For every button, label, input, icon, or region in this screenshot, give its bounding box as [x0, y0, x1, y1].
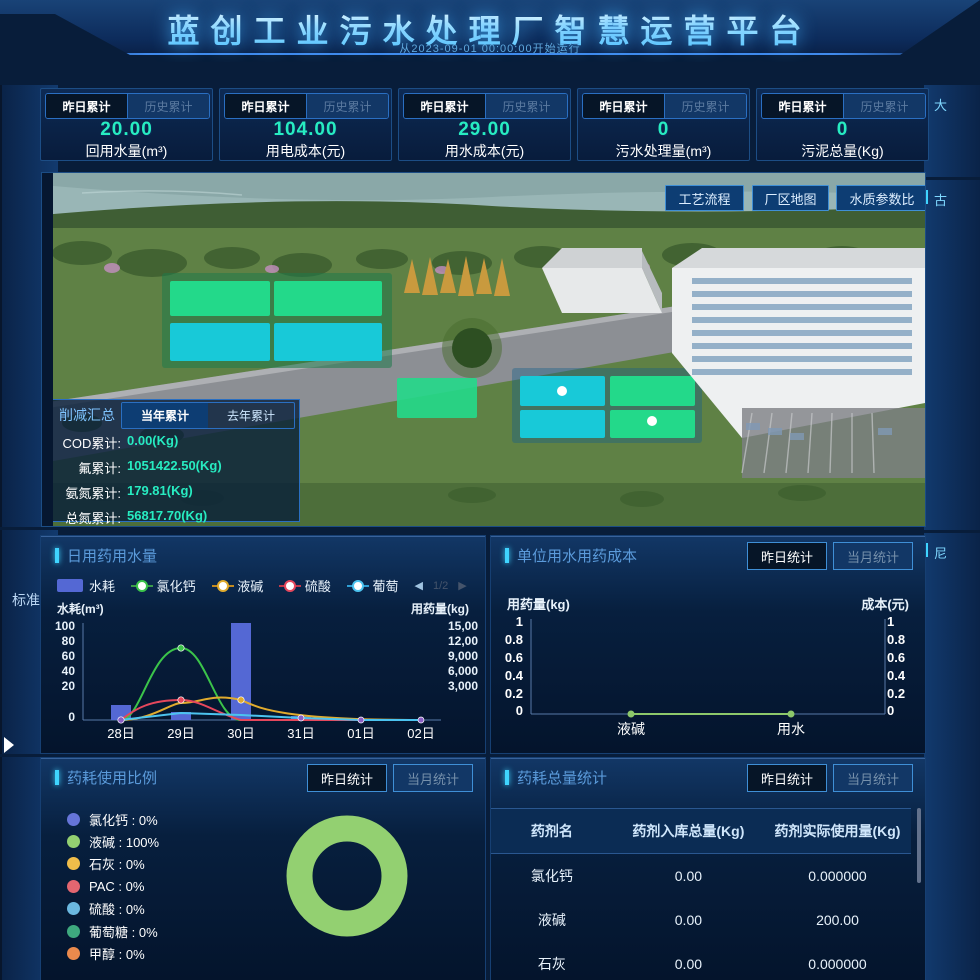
svg-text:3,000: 3,000	[448, 679, 478, 693]
svg-text:80: 80	[62, 634, 76, 648]
svg-text:液碱: 液碱	[617, 721, 645, 737]
svg-text:29日: 29日	[167, 726, 194, 741]
svg-text:0.4: 0.4	[505, 668, 524, 683]
svg-text:0.2: 0.2	[505, 686, 523, 701]
svg-text:12,00: 12,00	[448, 634, 478, 648]
svg-text:0: 0	[887, 703, 894, 718]
svg-text:0.6: 0.6	[887, 650, 905, 665]
svg-text:02日: 02日	[407, 726, 434, 741]
svg-text:0: 0	[516, 703, 523, 718]
svg-text:0: 0	[68, 710, 75, 724]
svg-text:15,00: 15,00	[448, 619, 478, 633]
svg-text:1: 1	[516, 614, 523, 629]
svg-text:0.6: 0.6	[505, 650, 523, 665]
svg-text:40: 40	[62, 664, 76, 678]
svg-text:0.4: 0.4	[887, 668, 906, 683]
svg-text:0.8: 0.8	[887, 632, 905, 647]
svg-text:31日: 31日	[287, 726, 314, 741]
svg-text:9,000: 9,000	[448, 649, 478, 663]
svg-text:20: 20	[62, 679, 76, 693]
svg-text:28日: 28日	[107, 726, 134, 741]
svg-text:01日: 01日	[347, 726, 374, 741]
svg-text:0.2: 0.2	[887, 686, 905, 701]
svg-text:100: 100	[55, 619, 75, 633]
svg-text:1: 1	[887, 614, 894, 629]
svg-text:30日: 30日	[227, 726, 254, 741]
svg-text:0.8: 0.8	[505, 632, 523, 647]
svg-text:用水: 用水	[777, 721, 805, 737]
svg-text:60: 60	[62, 649, 76, 663]
svg-text:6,000: 6,000	[448, 664, 478, 678]
